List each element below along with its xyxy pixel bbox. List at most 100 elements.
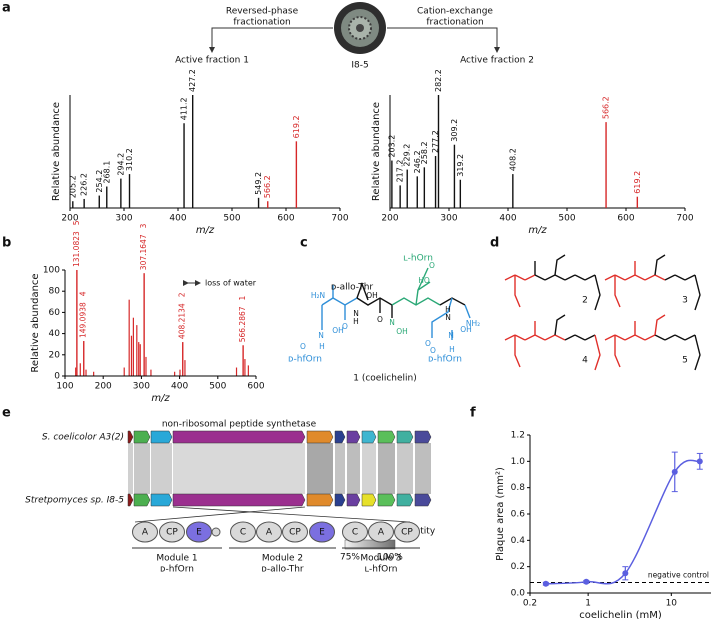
synteny-band — [378, 443, 395, 494]
y-tick-label: 20 — [49, 350, 61, 360]
peak-label: 149.0938 — [79, 302, 88, 338]
atom-label: O — [342, 322, 348, 331]
x-tick-label: 400 — [171, 382, 188, 392]
module-residue: ʟ-hfOrn — [364, 565, 397, 575]
gene — [172, 430, 306, 444]
bond — [554, 254, 566, 276]
bond — [674, 274, 686, 281]
y-tick-label: 1.0 — [511, 457, 526, 467]
peak-id: 4 — [79, 291, 88, 296]
bond — [664, 274, 676, 281]
synteny-band — [307, 443, 333, 494]
y-tick-label: 0.2 — [511, 562, 525, 572]
peak-label: 427.2 — [188, 69, 197, 92]
atom-label: OH — [396, 327, 408, 336]
synteny-band — [347, 443, 360, 494]
bond — [554, 334, 566, 341]
x-tick-label: 200 — [95, 382, 112, 392]
peak-label: 229.2 — [403, 144, 412, 167]
gene — [396, 493, 414, 507]
panel-label: d — [490, 236, 499, 251]
peak-label: 566.2 — [263, 175, 272, 198]
bond — [564, 274, 576, 281]
x-tick-label: 300 — [133, 382, 150, 392]
domain — [394, 521, 420, 543]
point — [583, 578, 590, 585]
y-tick-label: 100 — [43, 266, 60, 276]
bond — [524, 334, 536, 341]
peak-label: 307.1647 — [139, 234, 148, 270]
cluster-title: non-ribosomal peptide synthetase — [162, 420, 317, 430]
panel-label: c — [300, 236, 308, 251]
bond — [554, 314, 566, 336]
x-tick-label: 200 — [61, 214, 78, 224]
atom-label: O — [300, 342, 306, 351]
domain — [132, 521, 158, 543]
identity-low: 75% — [340, 553, 360, 563]
peak-label: 217.2 — [396, 159, 405, 182]
x-tick-label: 500 — [223, 214, 240, 224]
zoom-line — [172, 506, 411, 523]
domain-label: A — [266, 528, 273, 538]
domain-label: A — [142, 528, 149, 538]
y-tick-label: 0.4 — [511, 536, 526, 546]
bond — [694, 334, 701, 371]
bond — [684, 274, 696, 281]
y-tick-label: 0 — [54, 372, 60, 382]
x-tick-label: 1 — [585, 599, 591, 609]
peak-id: 3 — [139, 223, 148, 228]
gene — [127, 493, 134, 507]
synteny-band — [415, 443, 431, 494]
bond — [674, 334, 686, 341]
atom-label: O — [377, 315, 383, 324]
gene — [377, 430, 396, 444]
y-tick-label: 40 — [49, 329, 61, 339]
gene — [346, 430, 361, 444]
bond — [504, 334, 516, 341]
gene — [396, 430, 414, 444]
atom-label: O — [430, 346, 436, 355]
module-residue: ᴅ-allo-Thr — [261, 565, 304, 575]
module-residue: ᴅ-hfOrn — [160, 565, 194, 575]
bond — [664, 334, 676, 341]
bond — [624, 334, 636, 341]
gene — [306, 430, 334, 444]
domain — [256, 521, 282, 543]
bond — [431, 297, 453, 338]
x-tick-label: 0.2 — [523, 599, 537, 609]
atom-label: H — [353, 317, 359, 326]
bond — [534, 274, 546, 281]
gene — [306, 493, 334, 507]
gene — [133, 430, 151, 444]
x-tick-label: 400 — [499, 214, 516, 224]
method-label: Reversed-phase — [226, 7, 299, 17]
atom-label: H₂N — [311, 291, 325, 300]
y-tick-label: 60 — [49, 308, 61, 318]
colony-image — [356, 24, 364, 32]
bond — [604, 274, 616, 281]
atom-label: H — [445, 305, 451, 314]
peak-label: 246.2 — [413, 150, 422, 173]
method-label: Cation-exchange — [417, 7, 493, 17]
peak-id: 1 — [238, 295, 247, 300]
point — [696, 458, 703, 465]
y-axis-label: Relative abundance — [30, 273, 41, 372]
gene — [150, 430, 173, 444]
x-axis-label: m/z — [151, 393, 170, 404]
domain — [186, 521, 212, 543]
peak-label: 226.2 — [80, 173, 89, 196]
peak-label: 310.2 — [125, 148, 134, 171]
bond — [614, 274, 626, 281]
synteny-band — [397, 443, 413, 494]
y-tick-label: 1.2 — [511, 431, 525, 441]
gene — [127, 430, 134, 444]
compound-name: 1 (coelichelin) — [353, 374, 417, 384]
peak-label: 411.2 — [180, 97, 189, 120]
atom-label: O — [425, 339, 431, 348]
x-tick-label: 600 — [277, 214, 294, 224]
domain-label: CP — [289, 528, 301, 538]
bond — [439, 297, 466, 306]
y-tick-label: 0.6 — [511, 510, 526, 520]
atom-label: N — [448, 331, 454, 340]
